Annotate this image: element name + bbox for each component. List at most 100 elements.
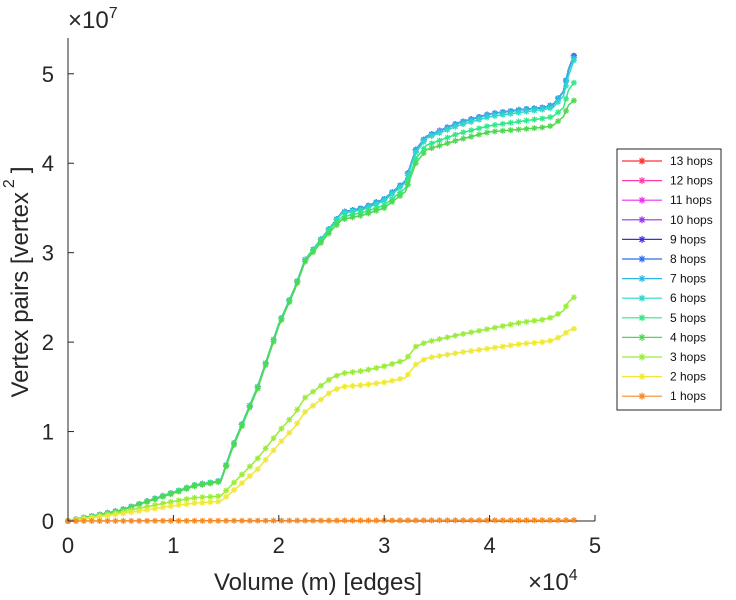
legend-entry: 8 hops [622, 252, 706, 266]
series-marker [317, 239, 324, 246]
series-marker [547, 114, 554, 121]
series-group [65, 52, 577, 524]
series-marker [483, 129, 490, 136]
series-marker [357, 368, 364, 375]
series-marker [262, 517, 269, 524]
y-tick-label: 1 [42, 420, 54, 445]
legend-label: 10 hops [670, 213, 713, 227]
series-marker [452, 332, 459, 339]
series-marker [452, 517, 459, 524]
series-marker [476, 517, 483, 524]
series-marker [404, 371, 411, 378]
series-marker [286, 517, 293, 524]
series-marker [112, 517, 119, 524]
series-marker [112, 511, 119, 518]
series-line [67, 296, 575, 522]
series-marker [333, 386, 340, 393]
series-marker [365, 517, 372, 524]
series-marker [373, 207, 380, 214]
series-marker [191, 517, 198, 524]
series-marker [270, 435, 277, 442]
series-marker [270, 517, 277, 524]
series-marker [460, 129, 467, 136]
series-line [67, 55, 575, 522]
y-tick-label: 2 [42, 330, 54, 355]
series-marker [468, 347, 475, 354]
series-marker [278, 425, 285, 432]
series-marker [349, 369, 356, 376]
series-marker [349, 382, 356, 389]
legend-entry: 3 hops [622, 350, 706, 364]
series-marker [128, 509, 135, 516]
series-marker [183, 485, 190, 492]
series-marker [333, 517, 340, 524]
series-marker [555, 109, 562, 116]
series-marker [231, 487, 238, 494]
series-marker [373, 517, 380, 524]
series-marker [515, 118, 522, 125]
legend-entry: 7 hops [622, 272, 706, 286]
series-marker [460, 349, 467, 356]
series-marker [341, 517, 348, 524]
legend-entry: 10 hops [622, 213, 713, 227]
series-marker [151, 517, 158, 524]
series-marker [539, 106, 546, 113]
series-marker [349, 214, 356, 221]
series-marker [531, 317, 538, 324]
series-marker [420, 356, 427, 363]
series-marker [317, 382, 324, 389]
series-marker [104, 512, 111, 519]
series-marker [341, 383, 348, 390]
series-marker [357, 517, 364, 524]
series-marker [539, 316, 546, 323]
series-marker [96, 517, 103, 524]
series-marker [294, 406, 301, 413]
series-marker [476, 346, 483, 353]
series-marker [412, 517, 419, 524]
series-marker [223, 487, 230, 494]
x-tick-label: 0 [62, 533, 74, 558]
series-marker [246, 404, 253, 411]
series-marker [199, 517, 206, 524]
series-marker [270, 447, 277, 454]
series-marker [207, 493, 214, 500]
series-marker [452, 131, 459, 138]
series-line [67, 327, 575, 522]
series-marker [286, 299, 293, 306]
series-marker [397, 517, 404, 524]
series-marker [397, 192, 404, 199]
series-marker [231, 441, 238, 448]
series-line [67, 82, 575, 522]
series-2-hops [65, 325, 577, 524]
series-marker [183, 501, 190, 508]
series-marker [96, 513, 103, 520]
series-marker [333, 372, 340, 379]
series-marker [555, 517, 562, 524]
series-marker [523, 340, 530, 347]
series-marker [397, 184, 404, 191]
series-marker [381, 204, 388, 211]
legend-label: 11 hops [670, 193, 712, 207]
series-marker [499, 343, 506, 350]
series-marker [381, 197, 388, 204]
series-marker [476, 327, 483, 334]
series-marker [191, 500, 198, 507]
series-marker [317, 396, 324, 403]
series-marker [404, 181, 411, 188]
series-marker [294, 420, 301, 427]
series-marker [254, 455, 261, 462]
series-marker [570, 57, 577, 64]
legend-entry: 12 hops [622, 174, 713, 188]
y-tick-label: 0 [42, 509, 54, 534]
legend-entry: 13 hops [622, 154, 713, 168]
series-marker [491, 128, 498, 135]
series-marker [175, 488, 182, 495]
series-marker [238, 517, 245, 524]
series-5-hops [65, 79, 577, 524]
legend-marker [638, 235, 646, 243]
series-marker [151, 505, 158, 512]
series-marker [412, 160, 419, 167]
series-marker [491, 517, 498, 524]
series-marker [246, 473, 253, 480]
series-marker [183, 496, 190, 503]
